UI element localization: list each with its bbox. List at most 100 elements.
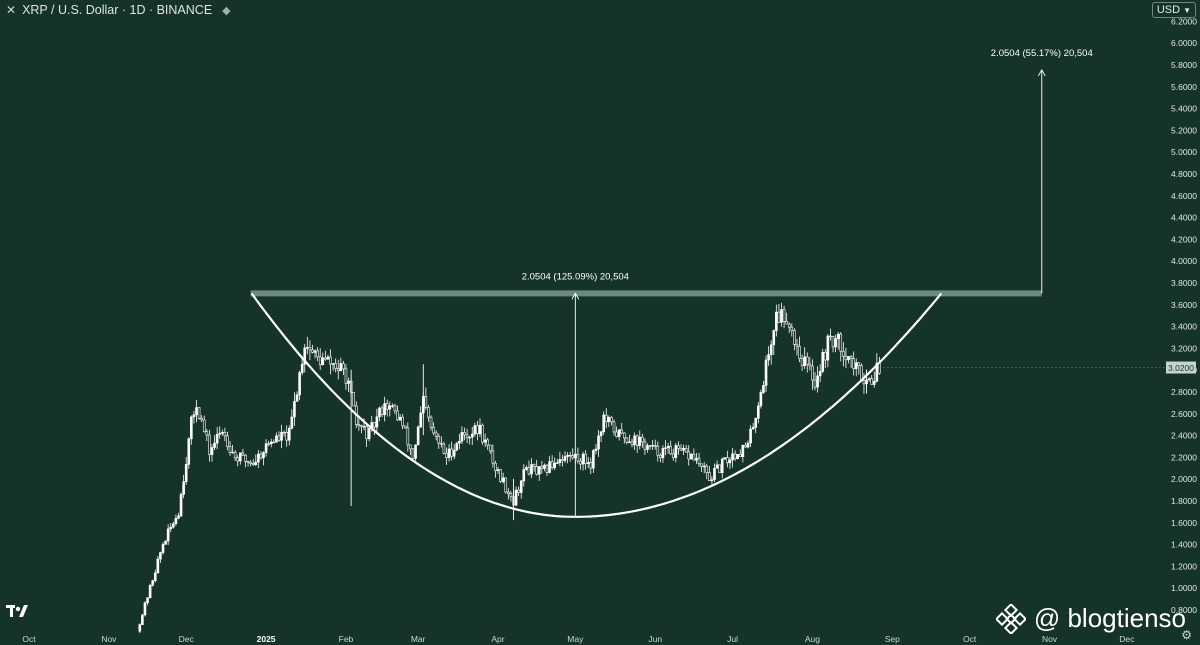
share-icon[interactable]: ◆: [222, 4, 231, 17]
candle-body: [249, 461, 252, 464]
resistance-band: [250, 290, 1042, 297]
candle-body: [767, 354, 770, 361]
candle-body: [285, 432, 289, 441]
candle-body: [306, 347, 309, 349]
price-tick-label: 3.2000: [1171, 343, 1197, 353]
candle-body: [597, 435, 600, 450]
candle-body: [519, 480, 523, 493]
candle-body: [594, 448, 598, 451]
candle-body: [403, 425, 407, 429]
price-tick-label: 3.4000: [1171, 322, 1197, 332]
candle-body: [604, 414, 608, 423]
price-tick-label: 5.2000: [1171, 125, 1197, 135]
candle-body: [622, 432, 626, 439]
candle-body: [726, 457, 729, 464]
candle-body: [468, 436, 471, 439]
candle-body: [738, 454, 742, 457]
candle-body: [811, 365, 814, 381]
candle-body: [182, 481, 185, 495]
candle-body: [829, 335, 832, 338]
candle-body: [401, 416, 404, 427]
candle-body: [300, 363, 304, 373]
candle-body: [659, 454, 662, 459]
candle-body: [388, 405, 392, 410]
candle-body: [257, 453, 260, 463]
candle-body: [563, 456, 567, 461]
candle-body: [419, 412, 423, 428]
candle-body: [826, 335, 830, 361]
candle-body: [635, 435, 639, 446]
candle-body: [633, 435, 636, 446]
candle-body: [416, 426, 420, 446]
candle-body: [751, 426, 755, 430]
candle-body: [870, 378, 873, 385]
price-tick-label: 2.8000: [1171, 387, 1197, 397]
candle-body: [460, 432, 464, 442]
candle-body: [679, 447, 683, 451]
watermark: @ blogtienso: [995, 603, 1186, 634]
price-tick-label: 1.4000: [1171, 540, 1197, 550]
time-tick-label: Nov: [101, 634, 117, 644]
candle-body: [731, 453, 734, 461]
price-tick-label: 4.6000: [1171, 191, 1197, 201]
candle-body: [586, 462, 590, 464]
candle-body: [303, 347, 307, 365]
candle-body: [561, 459, 564, 461]
time-tick-label: Sep: [885, 634, 900, 644]
candle-body: [581, 453, 585, 465]
time-tick-label: May: [567, 634, 584, 644]
candle-body: [669, 445, 672, 455]
candle-body: [254, 461, 258, 466]
candle-body: [648, 445, 652, 447]
candle-body: [844, 355, 848, 361]
candle-body: [383, 403, 386, 416]
candle-body: [746, 442, 750, 448]
candle-body: [769, 344, 773, 355]
candle-body: [646, 445, 649, 450]
candle-body: [141, 614, 144, 625]
candle-body: [692, 453, 696, 461]
price-tick-label: 4.8000: [1171, 169, 1197, 179]
candle-body: [373, 422, 376, 428]
candle-body: [316, 350, 319, 358]
candle-body: [537, 466, 541, 475]
candle-body: [378, 407, 381, 418]
candle-body: [872, 380, 876, 385]
candle-body: [375, 416, 379, 428]
candle-body: [772, 330, 776, 346]
candle-body: [166, 528, 170, 542]
candle-body: [488, 444, 492, 452]
symbol-title[interactable]: XRP / U.S. Dollar · 1D · BINANCE: [22, 3, 213, 17]
candle-body: [720, 458, 724, 473]
candle-body: [450, 448, 453, 457]
tradingview-logo-icon: [6, 604, 28, 623]
candle-body: [849, 356, 853, 359]
candle-body: [749, 428, 752, 444]
candle-body: [862, 380, 866, 385]
candle-body: [414, 444, 417, 459]
candle-body: [504, 477, 508, 493]
candle-body: [576, 453, 580, 462]
candle-body: [682, 447, 685, 451]
settings-gear-icon[interactable]: ⚙: [1181, 628, 1192, 642]
candle-body: [174, 517, 178, 525]
time-tick-label: Feb: [339, 634, 354, 644]
candle-body: [666, 445, 670, 449]
time-tick-label: Apr: [491, 634, 504, 644]
candle-body: [507, 491, 510, 495]
candle-body: [525, 467, 528, 470]
candle-body: [483, 439, 487, 443]
candle-body: [223, 432, 227, 437]
price-tick-label: 3.6000: [1171, 300, 1197, 310]
candle-body: [553, 462, 557, 469]
candle-body: [236, 457, 240, 462]
candle-body: [267, 443, 270, 445]
candle-body: [272, 441, 276, 444]
currency-selector[interactable]: USD ▼: [1151, 2, 1196, 18]
xrp-logo-icon[interactable]: ✕: [6, 3, 17, 17]
price-tick-label: 1.6000: [1171, 518, 1197, 528]
time-tick-label: Jun: [648, 634, 662, 644]
candle-body: [458, 440, 461, 444]
candle-body: [262, 452, 265, 459]
